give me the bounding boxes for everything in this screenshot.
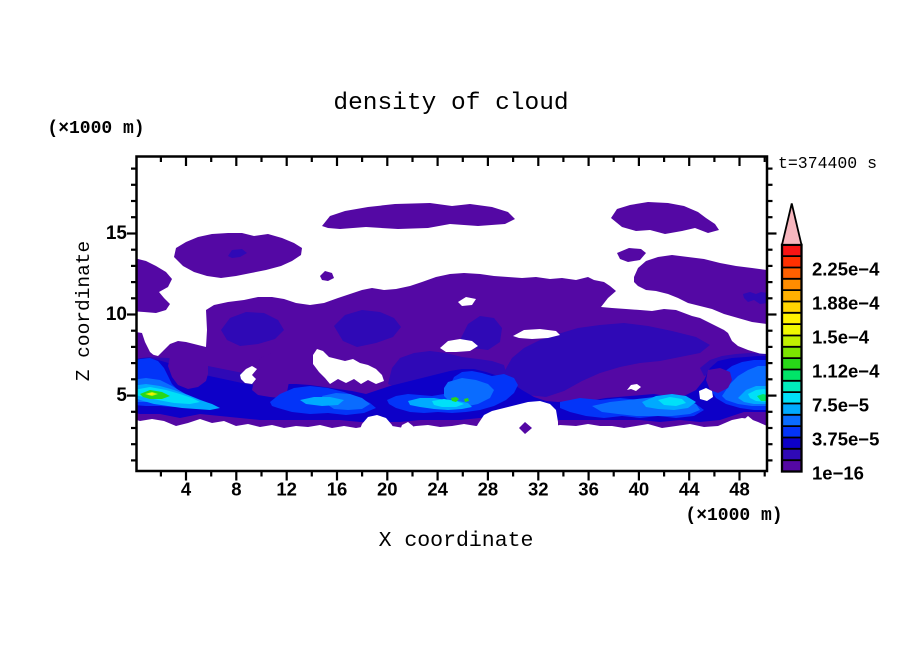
svg-text:5: 5 bbox=[116, 385, 127, 406]
svg-text:density of cloud: density of cloud bbox=[333, 90, 568, 117]
svg-text:(×1000 m): (×1000 m) bbox=[685, 506, 782, 526]
svg-text:12: 12 bbox=[276, 479, 297, 500]
svg-text:4: 4 bbox=[181, 479, 192, 500]
svg-text:3.75e−5: 3.75e−5 bbox=[812, 429, 879, 450]
svg-text:2.25e−4: 2.25e−4 bbox=[812, 259, 880, 280]
svg-text:15: 15 bbox=[106, 223, 128, 244]
svg-text:1.88e−4: 1.88e−4 bbox=[812, 293, 880, 314]
svg-text:28: 28 bbox=[478, 479, 499, 500]
svg-text:48: 48 bbox=[729, 479, 750, 500]
svg-text:Z coordinate: Z coordinate bbox=[73, 241, 95, 381]
svg-text:1.5e−4: 1.5e−4 bbox=[812, 327, 870, 348]
svg-text:X coordinate: X coordinate bbox=[379, 529, 534, 553]
svg-text:44: 44 bbox=[679, 479, 700, 500]
svg-text:(×1000 m): (×1000 m) bbox=[47, 119, 144, 139]
svg-text:10: 10 bbox=[106, 304, 127, 325]
svg-text:8: 8 bbox=[231, 479, 241, 500]
svg-text:1.12e−4: 1.12e−4 bbox=[812, 361, 880, 382]
svg-text:1e−16: 1e−16 bbox=[812, 463, 864, 484]
svg-text:40: 40 bbox=[629, 479, 650, 500]
svg-text:24: 24 bbox=[427, 479, 448, 500]
svg-text:32: 32 bbox=[528, 479, 549, 500]
svg-text:16: 16 bbox=[327, 479, 348, 500]
svg-text:t=374400 s: t=374400 s bbox=[778, 154, 877, 173]
svg-text:7.5e−5: 7.5e−5 bbox=[812, 395, 869, 416]
svg-text:36: 36 bbox=[578, 479, 599, 500]
svg-text:20: 20 bbox=[377, 479, 398, 500]
